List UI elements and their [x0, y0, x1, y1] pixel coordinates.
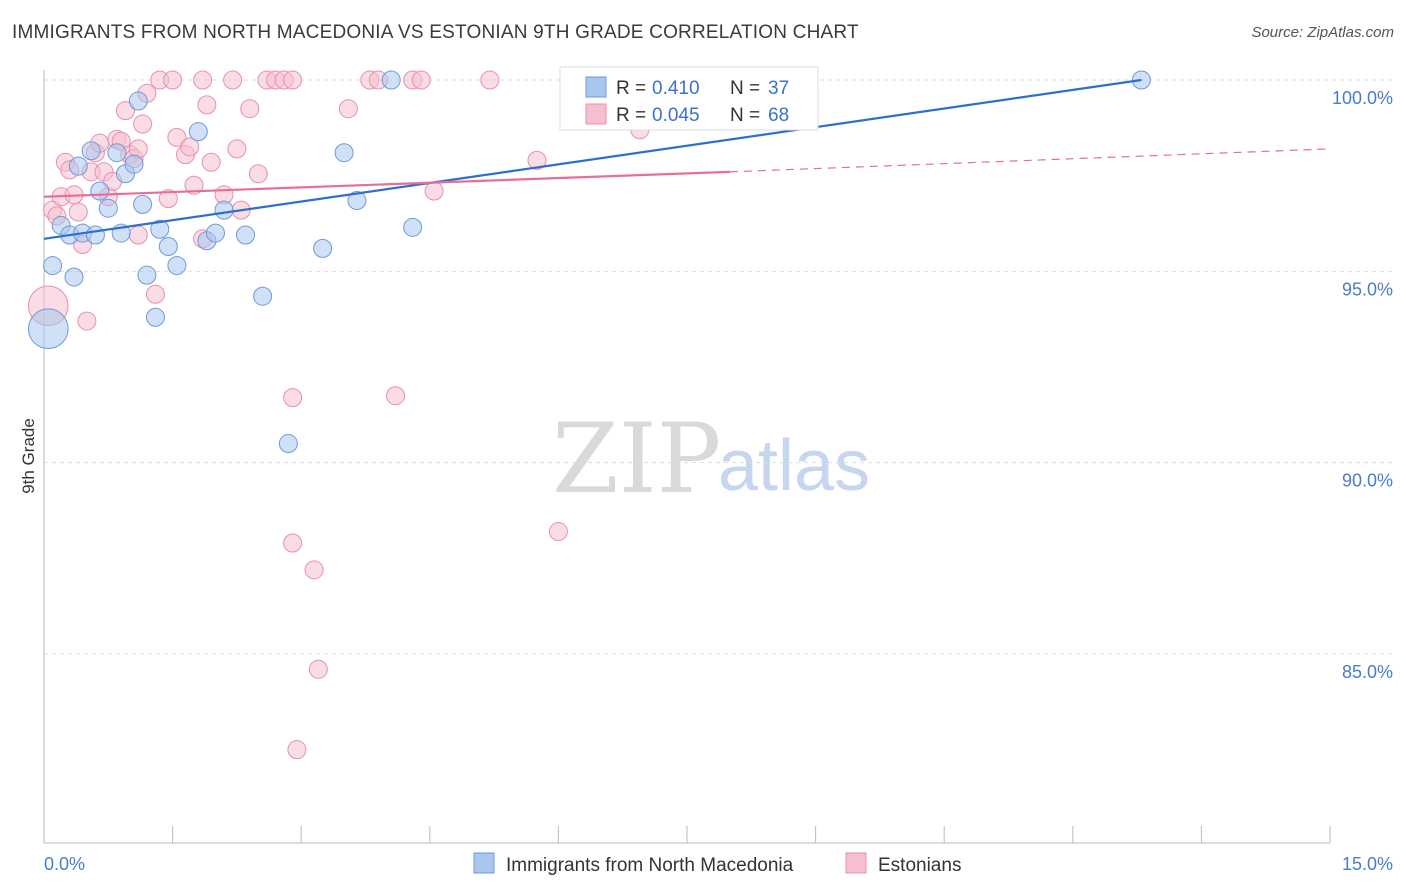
point-estonians-22 [128, 225, 148, 245]
point-estonians-32 [184, 175, 204, 195]
point-north-macedonia-21 [167, 256, 187, 276]
x-tick-label-min: 0.0% [44, 854, 85, 874]
point-north-macedonia-24 [205, 223, 225, 243]
trend-lines [43, 78, 1331, 240]
watermark-zip: ZIP [552, 403, 721, 515]
trend-line-estonians-extension [729, 148, 1331, 173]
point-north-macedonia-29 [313, 238, 333, 258]
point-north-macedonia-5 [68, 156, 88, 176]
source-credit: Source: ZipAtlas.com [1251, 24, 1394, 41]
point-north-macedonia-10 [98, 198, 118, 218]
chart-title: IMMIGRANTS FROM NORTH MACEDONIA VS ESTON… [12, 22, 859, 43]
point-north-macedonia-28 [278, 434, 298, 454]
point-north-macedonia-30 [334, 143, 354, 163]
legend-pink-n-label: N = [730, 105, 760, 126]
point-estonians-55 [386, 386, 406, 406]
point-estonians-39 [227, 139, 247, 159]
y-tick-labels: 85.0% 90.0% 95.0% 100.0% [1332, 88, 1393, 682]
y-tick-label-100: 100.0% [1332, 88, 1393, 108]
bottom-legend-swatch-pink [845, 852, 867, 874]
point-north-macedonia-20 [158, 236, 178, 256]
point-estonians-51 [308, 659, 328, 679]
point-estonians-49 [287, 740, 307, 760]
point-north-macedonia-18 [145, 307, 165, 327]
legend-swatch-blue [585, 76, 607, 98]
bottom-legend-label-pink: Estonians [878, 855, 961, 876]
point-north-macedonia-15 [128, 91, 148, 111]
point-north-macedonia-0 [27, 308, 69, 350]
point-estonians-60 [527, 150, 547, 170]
point-estonians-61 [548, 522, 568, 542]
point-estonians-29 [167, 127, 187, 147]
point-north-macedonia-22 [188, 122, 208, 142]
point-estonians-58 [424, 181, 444, 201]
point-estonians-35 [197, 95, 217, 115]
x-tick-label-max: 15.0% [1342, 854, 1393, 874]
bottom-legend-label-blue: Immigrants from North Macedonia [506, 855, 794, 876]
point-estonians-9 [77, 311, 97, 331]
point-north-macedonia-1 [43, 256, 63, 276]
point-estonians-59 [480, 70, 500, 90]
point-estonians-28 [163, 70, 183, 90]
point-estonians-48 [283, 533, 303, 553]
point-north-macedonia-7 [81, 141, 101, 161]
legend-blue-n-label: N = [730, 78, 760, 99]
trend-line-estonians [43, 170, 730, 198]
legend-blue-r-label: R = [616, 78, 646, 99]
point-north-macedonia-27 [253, 286, 273, 306]
point-north-macedonia-32 [381, 70, 401, 90]
point-north-macedonia-11 [107, 143, 127, 163]
point-estonians-25 [145, 284, 165, 304]
point-estonians-36 [201, 152, 221, 172]
legend-blue-r-value: 0.410 [652, 78, 700, 99]
point-estonians-33 [193, 70, 213, 90]
point-estonians-46 [283, 70, 303, 90]
point-estonians-7 [68, 202, 88, 222]
point-estonians-52 [338, 99, 358, 119]
point-estonians-42 [248, 164, 268, 184]
point-estonians-47 [283, 388, 303, 408]
legend-pink-r-label: R = [616, 105, 646, 126]
point-estonians-41 [240, 99, 260, 119]
point-estonians-50 [304, 560, 324, 580]
y-tick-label-90: 90.0% [1342, 471, 1393, 491]
y-tick-label-85: 85.0% [1342, 662, 1393, 682]
point-estonians-31 [180, 137, 200, 157]
point-north-macedonia-16 [133, 194, 153, 214]
point-estonians-18 [115, 101, 135, 121]
point-estonians-57 [411, 70, 431, 90]
watermark-atlas: atlas [718, 426, 870, 506]
point-north-macedonia-9 [90, 181, 110, 201]
point-north-macedonia-4 [64, 267, 84, 287]
y-axis-title: 9th Grade [19, 418, 38, 494]
point-estonians-27 [158, 189, 178, 209]
point-north-macedonia-8 [85, 225, 105, 245]
legend-pink-n-value: 68 [768, 105, 789, 126]
gridlines [44, 79, 1393, 655]
point-north-macedonia-31 [347, 191, 367, 211]
point-north-macedonia-33 [403, 217, 423, 237]
x-ticks [43, 826, 1331, 843]
point-north-macedonia-14 [124, 154, 144, 174]
stats-legend: R = 0.410 N = 37 R = 0.045 N = 68 [559, 66, 819, 131]
legend-pink-r-value: 0.045 [652, 105, 700, 126]
point-north-macedonia-26 [235, 225, 255, 245]
point-north-macedonia-19 [150, 219, 170, 239]
point-north-macedonia-17 [137, 265, 157, 285]
legend-blue-n-value: 37 [768, 78, 789, 99]
point-estonians-38 [223, 70, 243, 90]
legend-swatch-pink [585, 103, 607, 125]
point-north-macedonia-25 [214, 200, 234, 220]
point-estonians-23 [133, 114, 153, 134]
series-legend: Immigrants from North Macedonia Estonian… [473, 852, 961, 876]
trend-line-north-macedonia [43, 78, 1142, 240]
bottom-legend-swatch-blue [473, 852, 495, 874]
y-tick-label-95: 95.0% [1342, 279, 1393, 299]
